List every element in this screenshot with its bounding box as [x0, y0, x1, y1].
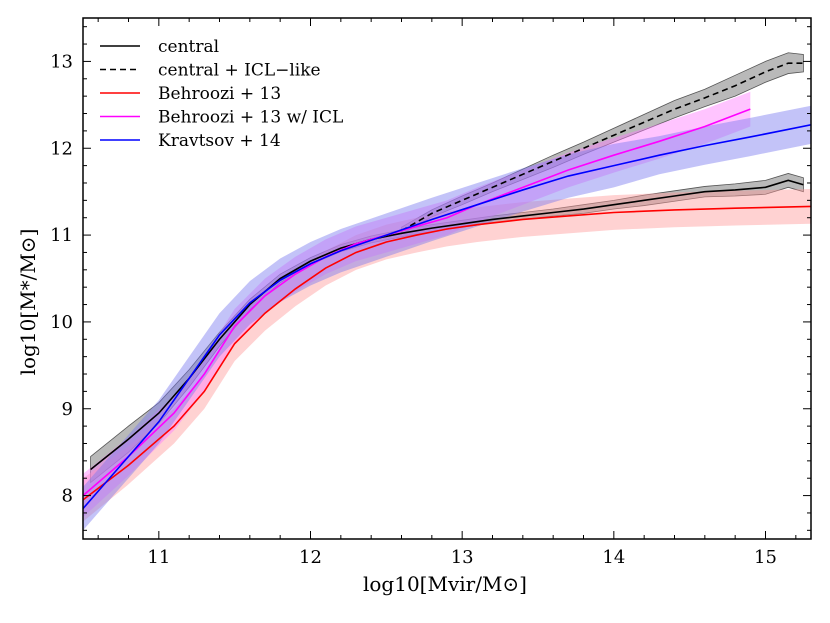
- plot-frame: [82, 17, 812, 540]
- series-lines: [83, 62, 811, 510]
- legend-label-kravtsov-14: Kravtsov + 14: [158, 131, 281, 151]
- legend-label-behroozi-13: Behroozi + 13: [158, 84, 281, 104]
- behroozi-13-band: [83, 189, 811, 522]
- legend-label-central: central: [158, 37, 219, 57]
- y-tick-label: 13: [50, 51, 73, 72]
- x-tick-label: 11: [147, 547, 170, 568]
- central-line: [90, 179, 804, 471]
- kravtsov-14-band: [83, 105, 811, 531]
- x-axis-label: log10[Mvir/M⊙]: [362, 572, 527, 596]
- x-tick-label: 13: [451, 547, 474, 568]
- y-tick-label: 12: [50, 138, 73, 159]
- legend: central central + ICL−like Behroozi + 13 Be…: [100, 37, 343, 151]
- behroozi-13-line: [83, 205, 811, 501]
- x-tick-label: 12: [299, 547, 322, 568]
- x-tick-label: 14: [602, 547, 625, 568]
- central-icl-like-band: [401, 52, 804, 235]
- kravtsov-14-line: [83, 124, 811, 510]
- y-tick-label: 10: [50, 312, 73, 333]
- behroozi-13-w-icl-band: [83, 91, 751, 518]
- legend-label-central-icl-like: central + ICL−like: [158, 61, 321, 81]
- y-tick-label: 9: [62, 399, 73, 420]
- y-axis-label: log10[M*/M⊙]: [16, 228, 40, 376]
- y-tick-label: 8: [62, 486, 73, 507]
- central-icl-like-line: [401, 62, 804, 232]
- axis-ticks: 11 12 13 14 15 8 9 10 11 12 13: [50, 18, 811, 568]
- legend-label-behroozi-13-w-icl: Behroozi + 13 w/ ICL: [158, 108, 343, 128]
- x-tick-label: 15: [754, 547, 777, 568]
- y-tick-label: 11: [50, 225, 73, 246]
